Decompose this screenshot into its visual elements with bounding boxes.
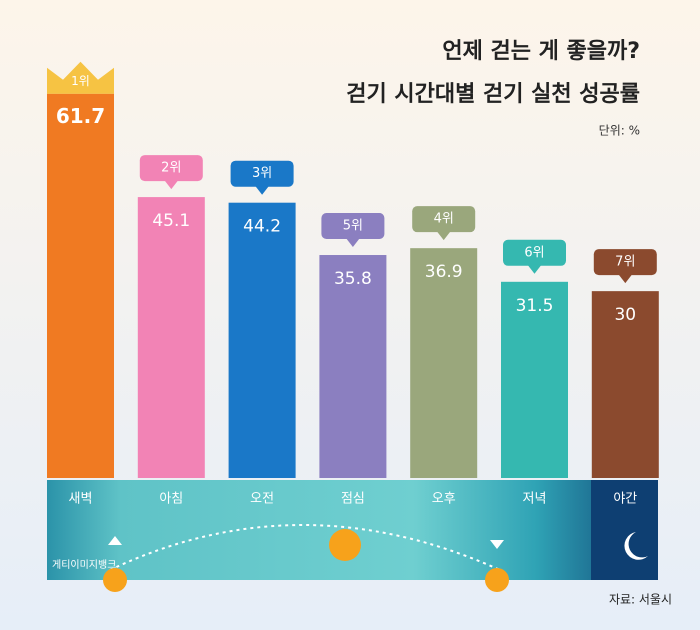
x-tick-label: 저녁 <box>523 492 547 507</box>
x-tick-label: 야간 <box>613 492 637 507</box>
rank-pointer <box>255 185 270 195</box>
rank-label: 3위 <box>252 166 272 181</box>
down-arrow <box>490 540 504 549</box>
bar <box>47 93 114 478</box>
rank-label: 1위 <box>71 74 90 88</box>
rank-label: 7위 <box>615 255 635 270</box>
chart-subtitle: 걷기 시간대별 걷기 실천 성공률 <box>346 82 640 107</box>
x-tick-label: 새벽 <box>69 492 93 507</box>
x-tick-label: 오후 <box>432 492 456 507</box>
credit: 게티이미지뱅크 <box>52 559 116 571</box>
x-tick-label: 아침 <box>159 492 183 507</box>
crown-badge <box>47 61 114 94</box>
value-label: 44.2 <box>243 217 281 237</box>
bar <box>410 248 478 478</box>
unit-label: 단위: % <box>599 124 640 138</box>
bar <box>501 281 568 478</box>
sun-icon <box>329 529 361 561</box>
x-tick-label: 오전 <box>250 492 274 507</box>
source: 자료: 서울시 <box>609 593 672 607</box>
bar <box>137 197 205 478</box>
bar <box>319 255 387 478</box>
rank-label: 5위 <box>343 219 363 234</box>
value-label: 30 <box>614 305 636 325</box>
rank-badge <box>412 206 476 233</box>
rank-badge <box>593 249 657 276</box>
night-band <box>591 480 658 580</box>
value-label: 61.7 <box>56 104 105 128</box>
up-arrow <box>108 536 122 545</box>
sunrise-icon <box>103 568 127 592</box>
bar <box>228 202 296 478</box>
rank-pointer <box>345 238 360 248</box>
sun-path <box>109 524 501 571</box>
rank-pointer <box>164 180 179 190</box>
rank-badge <box>321 213 385 240</box>
rank-badge <box>230 160 294 187</box>
value-label: 31.5 <box>516 296 554 316</box>
rank-badge <box>503 239 566 266</box>
rank-pointer <box>436 231 451 241</box>
rank-label: 4위 <box>434 212 454 227</box>
time-band <box>47 480 658 580</box>
rank-label: 6위 <box>524 245 544 260</box>
chart-title: 언제 걷는 게 좋을까? <box>442 39 640 64</box>
rank-label: 2위 <box>161 161 181 176</box>
rank-pointer <box>527 264 542 274</box>
value-label: 36.9 <box>425 262 463 282</box>
value-label: 45.1 <box>152 211 190 231</box>
rank-pointer <box>618 274 633 284</box>
rank-badge <box>139 155 203 182</box>
value-label: 35.8 <box>334 269 372 289</box>
bar <box>591 291 659 478</box>
x-tick-label: 점심 <box>341 492 365 507</box>
moon-icon <box>624 532 648 560</box>
sunset-icon <box>485 568 509 592</box>
